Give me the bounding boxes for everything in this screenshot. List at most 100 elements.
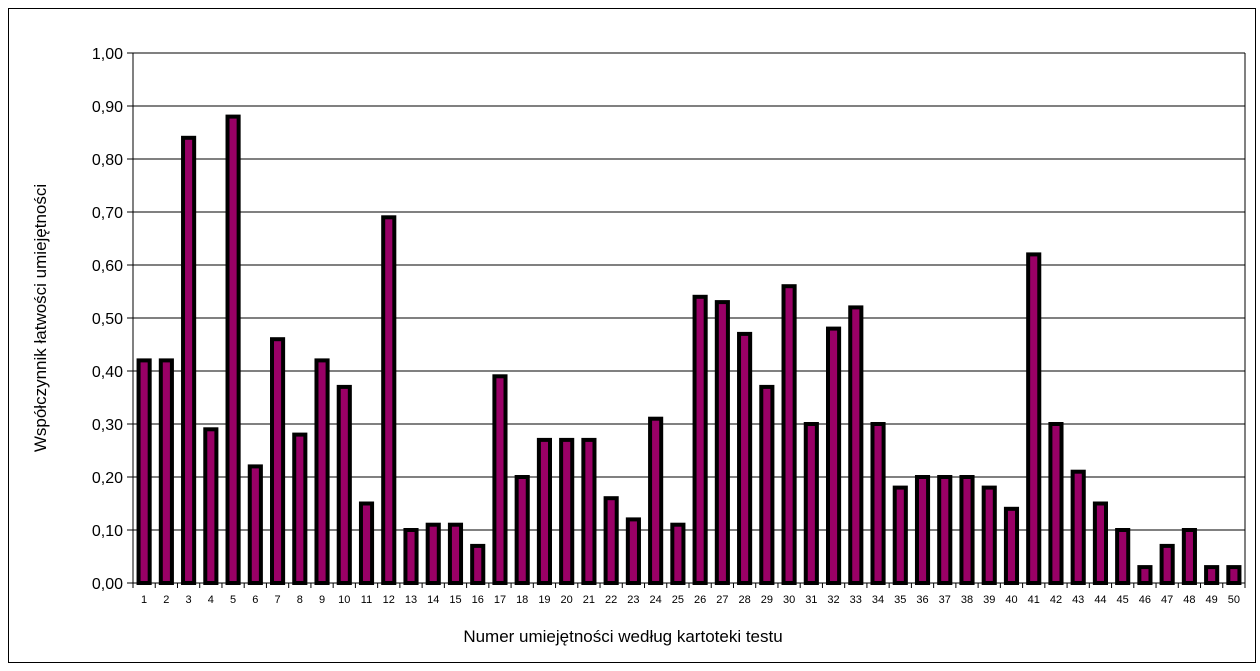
bar-16 bbox=[470, 543, 486, 586]
bar-48 bbox=[1181, 528, 1197, 585]
bar-9 bbox=[314, 358, 330, 585]
bar-36 bbox=[914, 475, 931, 585]
x-tick-label: 47 bbox=[1161, 594, 1173, 606]
bar-37 bbox=[937, 475, 953, 585]
x-tick-label: 11 bbox=[361, 594, 372, 606]
x-tick-label: 7 bbox=[274, 594, 280, 606]
x-tick-label: 28 bbox=[738, 594, 750, 606]
bar-2 bbox=[158, 358, 174, 585]
x-tick-label: 36 bbox=[916, 594, 928, 606]
bar-43 bbox=[1070, 469, 1086, 586]
x-tick-label: 44 bbox=[1094, 594, 1106, 606]
x-tick-label: 13 bbox=[405, 594, 417, 606]
x-tick-label: 23 bbox=[627, 594, 639, 606]
x-tick-label: 20 bbox=[561, 594, 573, 606]
x-tick-label: 39 bbox=[983, 594, 995, 606]
bars bbox=[136, 114, 1242, 586]
y-tick-label: 0,20 bbox=[92, 470, 123, 487]
y-tick-label: 0,10 bbox=[92, 523, 123, 540]
bar-35 bbox=[892, 485, 908, 586]
bar-44 bbox=[1092, 501, 1109, 585]
y-tick-label: 0,80 bbox=[92, 152, 123, 169]
x-tick-label: 18 bbox=[516, 594, 528, 606]
x-tick-label: 10 bbox=[338, 594, 350, 606]
x-tick-label: 12 bbox=[383, 594, 395, 606]
bar-7 bbox=[270, 337, 286, 586]
bar-29 bbox=[759, 384, 775, 585]
x-tick-label: 45 bbox=[1117, 594, 1129, 606]
bar-22 bbox=[603, 496, 619, 586]
bar-23 bbox=[625, 517, 641, 585]
bar-13 bbox=[403, 528, 419, 585]
bar-31 bbox=[803, 422, 819, 585]
x-tick-label: 27 bbox=[716, 594, 728, 606]
y-tick-labels: 0,00 0,10 0,20 0,30 0,40 0,50 0,60 0,70 0,80 0,90… bbox=[92, 46, 123, 593]
x-tick-label: 22 bbox=[605, 594, 617, 606]
bar-18 bbox=[514, 475, 530, 585]
y-tick-label: 0,50 bbox=[92, 311, 123, 328]
x-tick-label: 42 bbox=[1050, 594, 1062, 606]
x-axis-title: Numer umiejętności według kartoteki test… bbox=[463, 627, 782, 646]
x-tick-label: 31 bbox=[805, 594, 817, 606]
chart-area: 0,00 0,10 0,20 0,30 0,40 0,50 0,60 0,70 0,80 0,90… bbox=[8, 8, 1256, 663]
x-tick-label: 34 bbox=[872, 594, 884, 606]
bar-33 bbox=[848, 305, 864, 585]
x-tick-label: 46 bbox=[1139, 594, 1151, 606]
bar-24 bbox=[648, 416, 664, 586]
bar-10 bbox=[336, 384, 352, 585]
y-axis-title: Współczynnik łatwości umiejętności bbox=[31, 184, 50, 452]
x-tick-label: 35 bbox=[894, 594, 906, 606]
x-tick-label: 38 bbox=[961, 594, 973, 606]
bar-34 bbox=[870, 422, 886, 585]
y-tick-label: 1,00 bbox=[92, 46, 123, 63]
x-tick-label: 9 bbox=[319, 594, 325, 606]
bar-8 bbox=[292, 432, 308, 585]
x-tick-label: 1 bbox=[141, 594, 147, 606]
bar-27 bbox=[714, 300, 730, 585]
y-tick-label: 0,60 bbox=[92, 258, 123, 275]
bar-11 bbox=[358, 501, 375, 585]
bar-20 bbox=[559, 437, 575, 585]
x-tick-label: 3 bbox=[186, 594, 192, 606]
x-tick-label: 48 bbox=[1183, 594, 1195, 606]
x-tick-label: 40 bbox=[1005, 594, 1017, 606]
x-tick-label: 21 bbox=[583, 594, 595, 606]
bar-45 bbox=[1115, 528, 1131, 585]
bar-14 bbox=[425, 522, 441, 586]
y-tick-label: 0,90 bbox=[92, 99, 123, 116]
x-tick-label: 25 bbox=[672, 594, 684, 606]
x-tick-label: 5 bbox=[230, 594, 236, 606]
bar-3 bbox=[181, 135, 197, 586]
bar-5 bbox=[225, 114, 241, 585]
x-tick-label: 15 bbox=[449, 594, 461, 606]
x-tick-label: 41 bbox=[1028, 594, 1040, 606]
bar-42 bbox=[1048, 422, 1064, 585]
bar-50 bbox=[1226, 565, 1242, 585]
x-tick-label: 8 bbox=[297, 594, 303, 606]
bar-19 bbox=[536, 437, 553, 585]
x-tick-label: 30 bbox=[783, 594, 795, 606]
x-tick-label: 32 bbox=[827, 594, 839, 606]
bar-12 bbox=[381, 215, 397, 586]
x-tick-label: 14 bbox=[427, 594, 439, 606]
bar-39 bbox=[981, 485, 997, 586]
x-tick-label: 4 bbox=[208, 594, 214, 606]
x-tick-labels: 1 2 3 4 5 6 7 8 9 10 11 12 13 14 15 16 17 18 19 20 21 22 23 24 2… bbox=[141, 594, 1240, 606]
bar-49 bbox=[1204, 565, 1220, 585]
bar-41 bbox=[1026, 252, 1042, 585]
x-tick-label: 29 bbox=[761, 594, 773, 606]
x-tick-label: 49 bbox=[1206, 594, 1218, 606]
y-tick-label: 0,30 bbox=[92, 417, 123, 434]
bar-25 bbox=[670, 522, 686, 586]
x-tick-label: 17 bbox=[494, 594, 506, 606]
bar-21 bbox=[581, 437, 597, 585]
x-tick-label: 6 bbox=[252, 594, 258, 606]
y-tick-label: 0,00 bbox=[92, 576, 123, 593]
bar-chart: 0,00 0,10 0,20 0,30 0,40 0,50 0,60 0,70 0,80 0,90… bbox=[31, 46, 1246, 646]
y-tick-label: 0,70 bbox=[92, 205, 123, 222]
x-tick-label: 2 bbox=[163, 594, 169, 606]
bar-17 bbox=[492, 374, 508, 585]
bar-32 bbox=[826, 326, 842, 585]
bar-26 bbox=[692, 294, 708, 585]
x-tick-label: 19 bbox=[538, 594, 550, 606]
